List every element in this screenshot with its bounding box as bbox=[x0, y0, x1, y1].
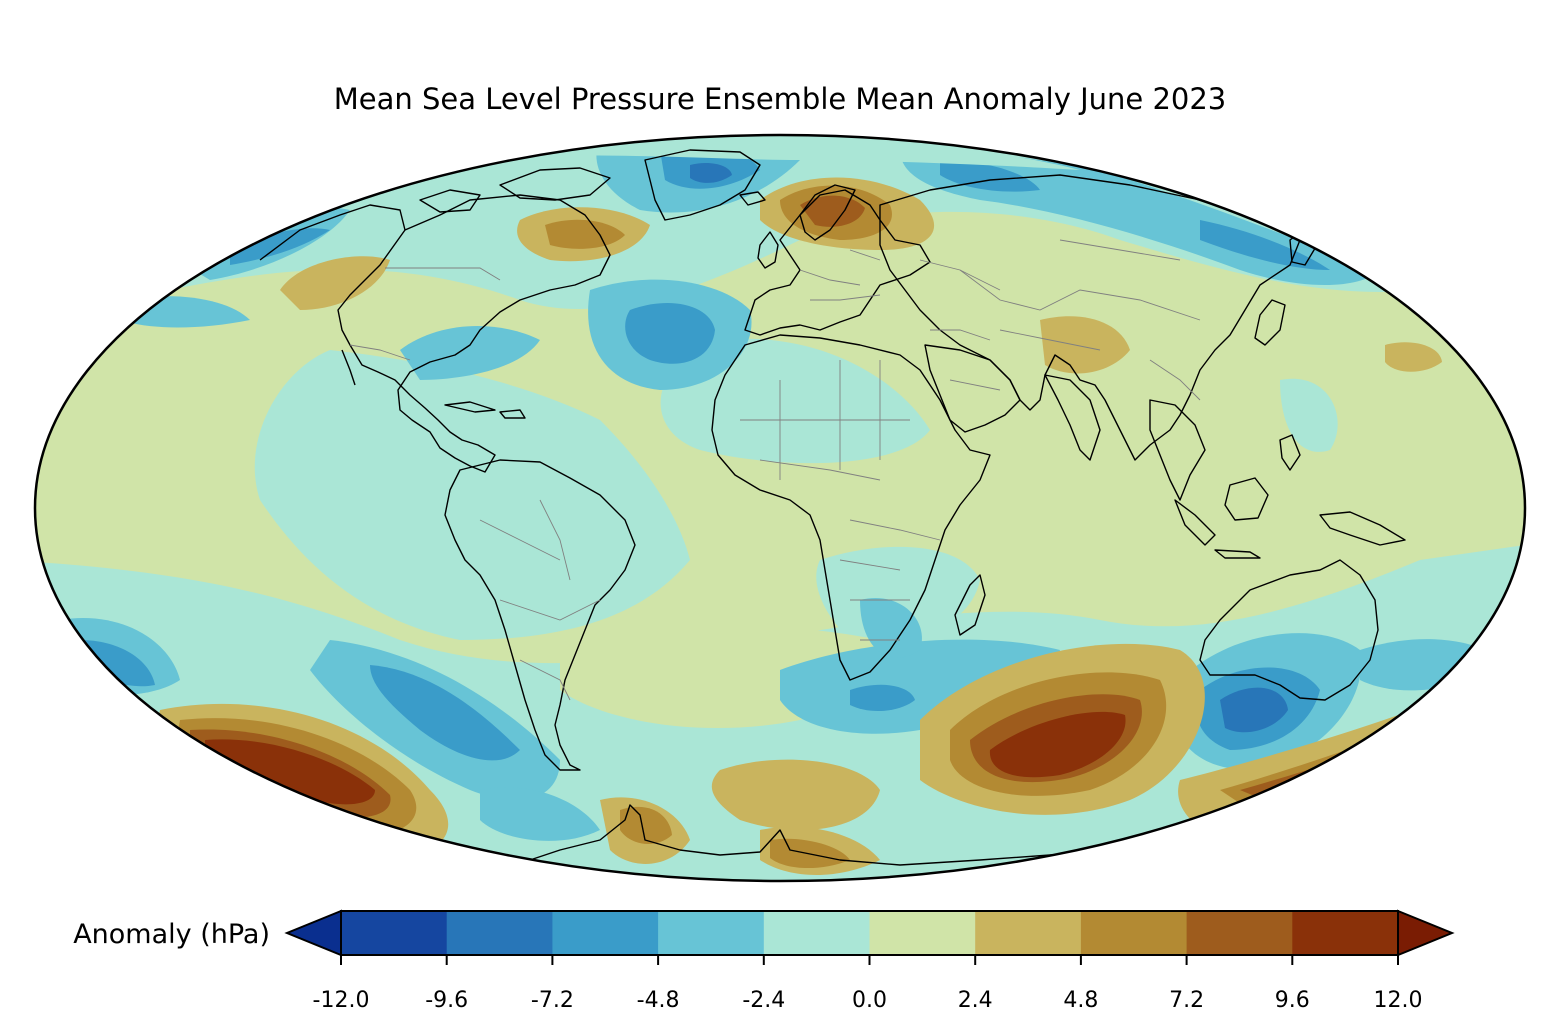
anomaly-band-neg-strong bbox=[625, 302, 715, 364]
anomaly-band-neg-low bbox=[254, 350, 690, 640]
colorbar-cell bbox=[1186, 911, 1293, 955]
country-borders bbox=[349, 239, 1201, 701]
coast-madagascar bbox=[954, 574, 986, 636]
colorbar-tick-label: -7.2 bbox=[531, 988, 574, 1013]
colorbar-tick-label: 0.0 bbox=[852, 988, 887, 1013]
anomaly-band-neg-mid bbox=[480, 787, 600, 841]
coast-java bbox=[1214, 549, 1261, 559]
anomaly-band-pos-mid bbox=[1040, 316, 1130, 374]
colorbar-cell bbox=[763, 911, 870, 955]
coast-arctic-islands bbox=[419, 189, 481, 213]
colorbar-cell bbox=[975, 911, 1082, 955]
colorbar-cell bbox=[1080, 911, 1188, 955]
colorbar-tick-label: 9.6 bbox=[1275, 988, 1310, 1013]
anomaly-band-neg-strong bbox=[370, 665, 520, 761]
anomaly-band-neg-vstrong bbox=[690, 163, 732, 183]
coast-britain bbox=[757, 231, 779, 269]
anomaly-band-neg-mid bbox=[860, 598, 922, 658]
border-europe bbox=[799, 249, 1001, 301]
anomaly-band-neg-strong bbox=[1200, 220, 1330, 270]
coast-india bbox=[1044, 374, 1101, 461]
colorbar-ticks: -12.0 -9.6 -7.2 -4.8 -2.4 0.0 2.4 4.8 7.2 9.6 12.0 bbox=[313, 955, 1423, 1013]
border-africa bbox=[740, 360, 941, 641]
colorbar-tick-label: -2.4 bbox=[742, 988, 785, 1013]
colorbar-tick-label: 12.0 bbox=[1374, 988, 1423, 1013]
map-boundary bbox=[33, 133, 1527, 883]
coast-baja bbox=[341, 349, 356, 386]
coast-greenland bbox=[644, 149, 761, 221]
colorbar: Anomaly (hPa) -12.0 -9.6 -7.2 -4.8 -2.4 0.0 2.… bbox=[73, 909, 1455, 1013]
anomaly-band-pos-extreme bbox=[205, 739, 375, 805]
coast-indochina bbox=[1149, 399, 1206, 501]
anomaly-band-pos-mid bbox=[1385, 342, 1442, 372]
colorbar-over-triangle bbox=[1397, 909, 1455, 957]
border-usa-mexico bbox=[349, 344, 411, 361]
anomaly-band-neg-mid bbox=[1360, 639, 1500, 691]
border-middle-east bbox=[930, 329, 1001, 391]
anomaly-band-neg-low bbox=[1280, 378, 1338, 452]
colorbar-cell bbox=[869, 911, 976, 955]
map-title: Mean Sea Level Pressure Ensemble Mean An… bbox=[334, 82, 1227, 116]
anomaly-band-pos-mid bbox=[280, 256, 390, 310]
coast-alaska bbox=[259, 204, 406, 261]
anomaly-band-neg-strong bbox=[850, 684, 915, 712]
colorbar-tick-label: -4.8 bbox=[637, 988, 680, 1013]
anomaly-fields bbox=[35, 135, 1525, 881]
colorbar-under-triangle bbox=[284, 909, 342, 957]
colorbar-cell bbox=[341, 911, 448, 955]
colorbar-cell bbox=[1292, 911, 1399, 955]
anomaly-band-neg-vstrong bbox=[1220, 687, 1288, 733]
mollweide-map bbox=[35, 135, 1525, 881]
colorbar-label: Anomaly (hPa) bbox=[73, 919, 270, 950]
border-south-america bbox=[479, 499, 601, 701]
colorbar-cells bbox=[341, 911, 1399, 955]
border-asia bbox=[959, 239, 1201, 401]
anomaly-band-pos-extreme bbox=[989, 711, 1126, 778]
coast-hispaniola bbox=[499, 409, 526, 419]
colorbar-cell bbox=[446, 911, 553, 955]
anomaly-band-pos-strong bbox=[620, 806, 672, 845]
coast-borneo bbox=[1224, 477, 1269, 521]
colorbar-tick-label: 7.2 bbox=[1169, 988, 1204, 1013]
colorbar-tick-label: -9.6 bbox=[425, 988, 468, 1013]
anomaly-band-neg-mid bbox=[400, 326, 540, 380]
colorbar-cell bbox=[658, 911, 765, 955]
coast-cuba bbox=[444, 401, 496, 413]
coast-philippines bbox=[1279, 434, 1301, 471]
coast-africa bbox=[711, 334, 991, 681]
border-usa-canada bbox=[385, 267, 501, 281]
coast-arabia bbox=[924, 344, 1021, 433]
colorbar-cell bbox=[552, 911, 659, 955]
coast-arctic-islands bbox=[499, 167, 611, 201]
coast-iceland bbox=[739, 191, 766, 206]
anomaly-band-pos-strong bbox=[545, 219, 625, 249]
coast-australia bbox=[1199, 559, 1379, 701]
colorbar-tick-label: 2.4 bbox=[958, 988, 993, 1013]
coast-north-america bbox=[337, 194, 611, 473]
coast-sumatra bbox=[1174, 499, 1216, 546]
colorbar-tick-label: 4.8 bbox=[1063, 988, 1098, 1013]
coast-japan bbox=[1254, 299, 1286, 346]
colorbar-tick-label: -12.0 bbox=[313, 988, 370, 1013]
anomaly-band-neg-low bbox=[816, 546, 980, 643]
coast-new-guinea bbox=[1319, 511, 1406, 546]
anomaly-band-pos-mid bbox=[711, 759, 880, 830]
coast-south-america bbox=[444, 459, 636, 771]
coast-scandinavia bbox=[799, 184, 856, 241]
anomaly-band-neg-strong bbox=[230, 228, 330, 265]
